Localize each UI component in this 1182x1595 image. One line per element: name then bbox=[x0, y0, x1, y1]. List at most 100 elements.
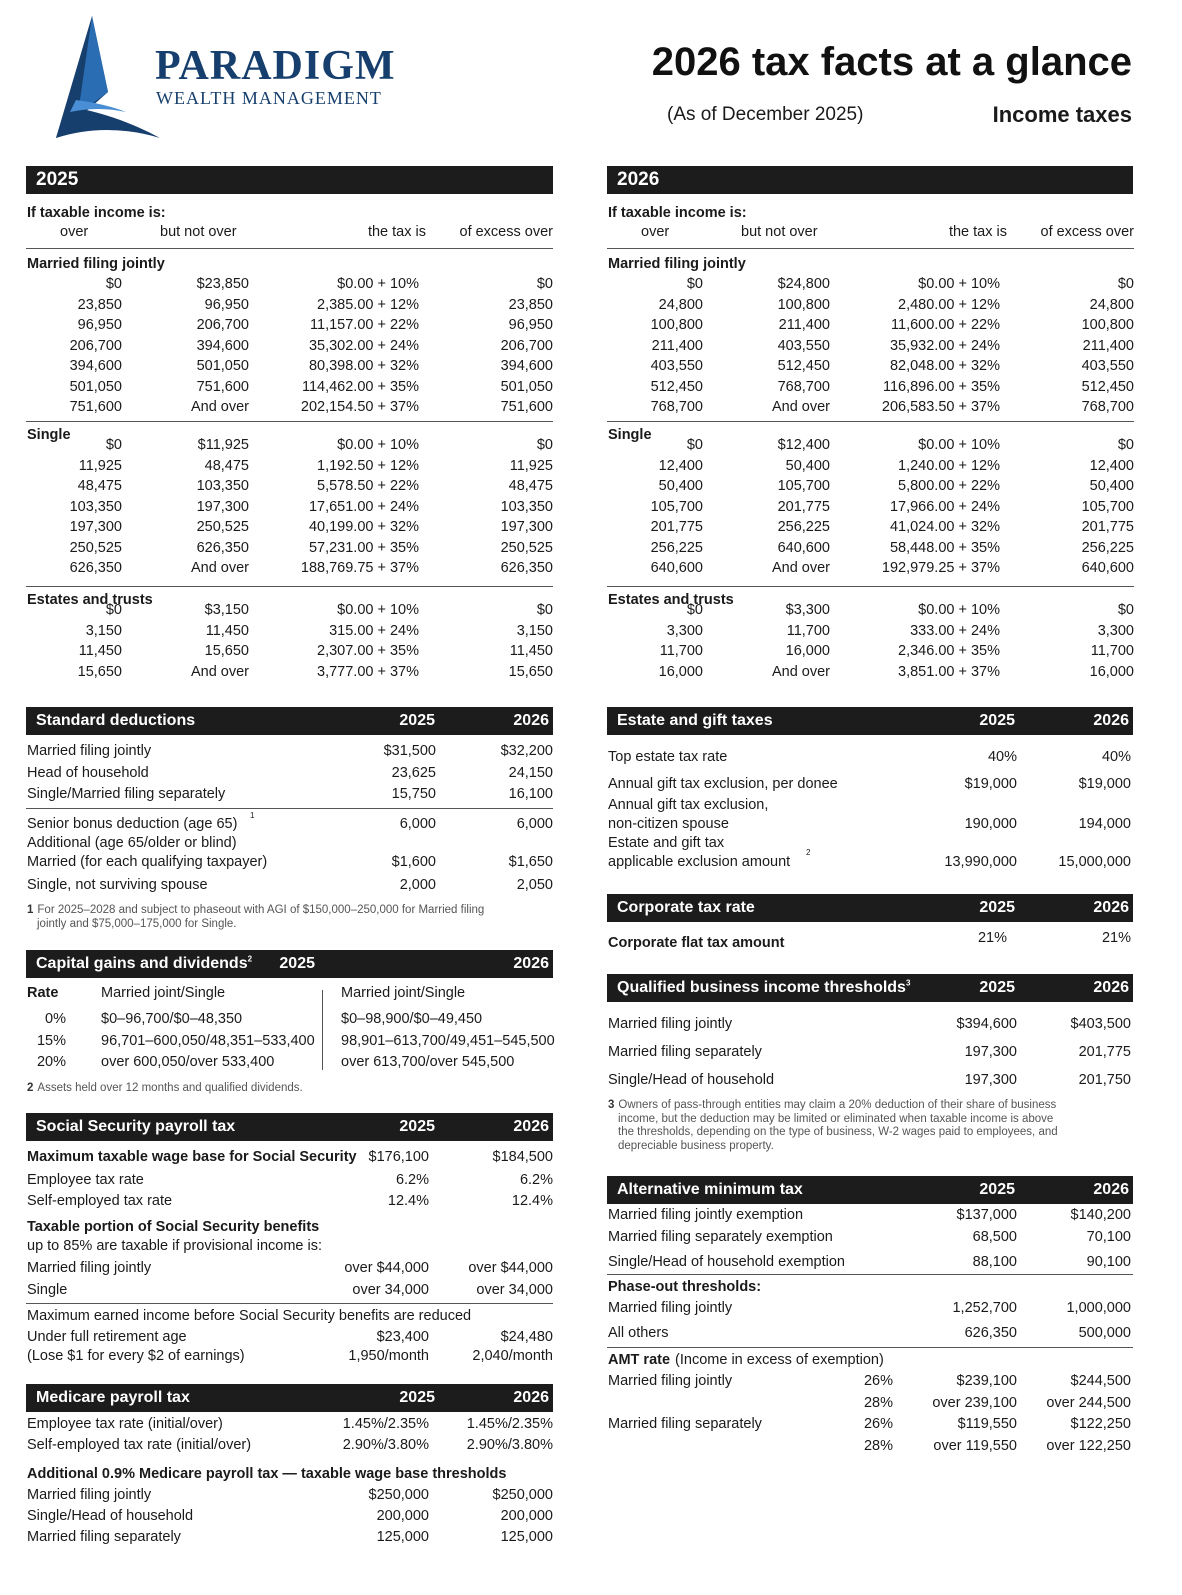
income-cell: $0 bbox=[686, 276, 703, 292]
filing-status-label: Married filing jointly bbox=[608, 256, 746, 272]
social-security-header: Social Security payroll tax 2025 2026 bbox=[26, 1113, 553, 1141]
income-column-header: of excess over bbox=[459, 224, 554, 240]
value-2025: $31,500 bbox=[383, 743, 436, 759]
value-2026: 2,050 bbox=[516, 877, 553, 893]
income-cell: 640,600 bbox=[1081, 560, 1134, 576]
estate-gift-header: Estate and gift taxes 2025 2026 bbox=[607, 707, 1133, 735]
row-label: Married filing jointly bbox=[608, 1016, 733, 1032]
income-cell: 206,700 bbox=[69, 337, 122, 354]
income-cell: 100,800 bbox=[650, 317, 703, 333]
year-2025-label: 2025 bbox=[399, 1389, 435, 1406]
income-cell: $23,850 bbox=[196, 276, 249, 292]
footnote: 3 Owners of pass-through entities may cla… bbox=[608, 1098, 1056, 1112]
income-cell: $0 bbox=[1117, 602, 1134, 618]
row-label: Married filing jointly bbox=[608, 1300, 733, 1316]
year-2025-label: 2025 bbox=[399, 1118, 435, 1135]
income-cell: 48,475 bbox=[77, 478, 122, 494]
income-cell: 17,966.00 + 24% bbox=[889, 498, 1000, 515]
value-2026: 125,000 bbox=[500, 1529, 553, 1545]
value-2025: 88,100 bbox=[972, 1254, 1017, 1270]
income-column-header: of excess over bbox=[1040, 224, 1135, 240]
value-2026: 2.90%/3.80% bbox=[466, 1437, 553, 1453]
income-cell: 35,302.00 + 24% bbox=[308, 337, 419, 354]
income-cell: 50,400 bbox=[785, 457, 830, 474]
income-cell: 197,300 bbox=[196, 498, 249, 515]
amt-rate-note: (Income in excess of exemption) bbox=[675, 1352, 884, 1368]
value-2026: 21% bbox=[1101, 930, 1131, 946]
income-cell: 11,700 bbox=[786, 622, 830, 639]
income-cell: 105,700 bbox=[650, 498, 703, 515]
income-cell: 768,700 bbox=[650, 399, 703, 415]
income-column-header: but not over bbox=[160, 224, 237, 240]
row-label: Employee tax rate (initial/over) bbox=[27, 1416, 223, 1432]
income-cell: 105,700 bbox=[777, 478, 830, 494]
row-label: Maximum taxable wage base for Social Sec… bbox=[27, 1149, 357, 1165]
amt-rate: 26% bbox=[863, 1416, 893, 1432]
footnote: 2 Assets held over 12 months and qualifie… bbox=[27, 1081, 303, 1095]
qbi-title: Qualified business income thresholds3 bbox=[617, 978, 911, 996]
divider bbox=[607, 421, 1134, 422]
income-cell: 24,800 bbox=[658, 296, 703, 313]
medicare-header: Medicare payroll tax 2025 2026 bbox=[26, 1384, 553, 1412]
value-2025: $137,000 bbox=[956, 1207, 1017, 1223]
value-2026: $140,200 bbox=[1070, 1207, 1131, 1223]
brand-name: PARADIGM bbox=[155, 43, 396, 89]
divider bbox=[607, 586, 1134, 587]
value-2026: 12.4% bbox=[511, 1193, 553, 1209]
income-cell: 17,651.00 + 24% bbox=[308, 498, 419, 515]
row-label: Married filing jointly exemption bbox=[608, 1207, 804, 1223]
value-2025: 12.4% bbox=[387, 1193, 429, 1209]
income-cell: 11,925 bbox=[509, 457, 553, 474]
income-cell: 394,600 bbox=[196, 337, 249, 354]
income-cell: 3,300 bbox=[666, 622, 703, 639]
income-cell: 103,350 bbox=[69, 498, 122, 515]
income-cell: 11,700 bbox=[1090, 643, 1134, 659]
value-2025: 1.45%/2.35% bbox=[342, 1416, 429, 1432]
amt-rate-label: AMT rate bbox=[608, 1352, 671, 1368]
range-2026: 98,901–613,700/49,451–545,500 bbox=[341, 1032, 555, 1049]
column-header: Married joint/Single bbox=[101, 985, 226, 1001]
year-2026-label: 2026 bbox=[513, 1118, 549, 1135]
income-cell: 201,775 bbox=[650, 519, 703, 535]
income-cell: 23,850 bbox=[508, 296, 553, 313]
value-2026: over $44,000 bbox=[468, 1260, 553, 1276]
income-cell: 12,400 bbox=[1089, 457, 1134, 474]
value-2026: $250,000 bbox=[492, 1487, 553, 1503]
row-label: Employee tax rate bbox=[27, 1172, 144, 1188]
value-2025: $119,550 bbox=[957, 1416, 1017, 1432]
value-2026: $184,500 bbox=[492, 1149, 553, 1165]
filing-status-label: Married filing jointly bbox=[27, 256, 165, 272]
row-label: Self-employed tax rate (initial/over) bbox=[27, 1437, 252, 1453]
value-2025: 2,000 bbox=[399, 877, 436, 893]
income-cell: 751,600 bbox=[69, 399, 122, 415]
income-cell: $0 bbox=[686, 602, 703, 618]
income-cell: 5,800.00 + 22% bbox=[898, 478, 1000, 494]
footnote-text: Owners of pass-through entities may clai… bbox=[618, 1099, 1057, 1111]
income-cell: 626,350 bbox=[500, 560, 553, 576]
value-2026: over 122,250 bbox=[1046, 1438, 1131, 1454]
value-2025: 626,350 bbox=[964, 1325, 1017, 1341]
row-label: Married filing jointly bbox=[608, 1373, 733, 1389]
social-security-title: Social Security payroll tax bbox=[36, 1118, 236, 1135]
year-2026-label: 2026 bbox=[513, 712, 549, 729]
income-cell: And over bbox=[771, 399, 830, 415]
value-2026: $403,500 bbox=[1070, 1016, 1131, 1032]
section-subtitle: Taxable portion of Social Security benef… bbox=[27, 1219, 320, 1235]
section-subtitle: Additional 0.9% Medicare payroll tax — t… bbox=[27, 1466, 507, 1482]
filing-status-label: Estates and trusts bbox=[608, 592, 734, 608]
income-cell: 57,231.00 + 35% bbox=[308, 539, 419, 556]
section-note: up to 85% are taxable if provisional inc… bbox=[27, 1238, 322, 1254]
brand-subtitle: WEALTH MANAGEMENT bbox=[156, 88, 382, 108]
logo-mark-icon bbox=[56, 16, 160, 138]
footnote-number: 2 bbox=[27, 1082, 34, 1094]
income-cell: 640,600 bbox=[777, 539, 830, 556]
row-label: Married filing jointly bbox=[27, 1487, 152, 1503]
income-cell: 15,650 bbox=[204, 643, 249, 659]
income-cell: $0 bbox=[536, 437, 553, 453]
footnote-text: jointly and $75,000–175,000 for Single. bbox=[37, 918, 237, 930]
income-cell: 116,896.00 + 35% bbox=[882, 378, 1000, 395]
income-cell: 256,225 bbox=[650, 539, 703, 556]
row-label: Senior bonus deduction (age 65) bbox=[27, 816, 238, 832]
value-2025: over 239,100 bbox=[932, 1395, 1017, 1411]
value-2026: over 244,500 bbox=[1046, 1395, 1131, 1411]
